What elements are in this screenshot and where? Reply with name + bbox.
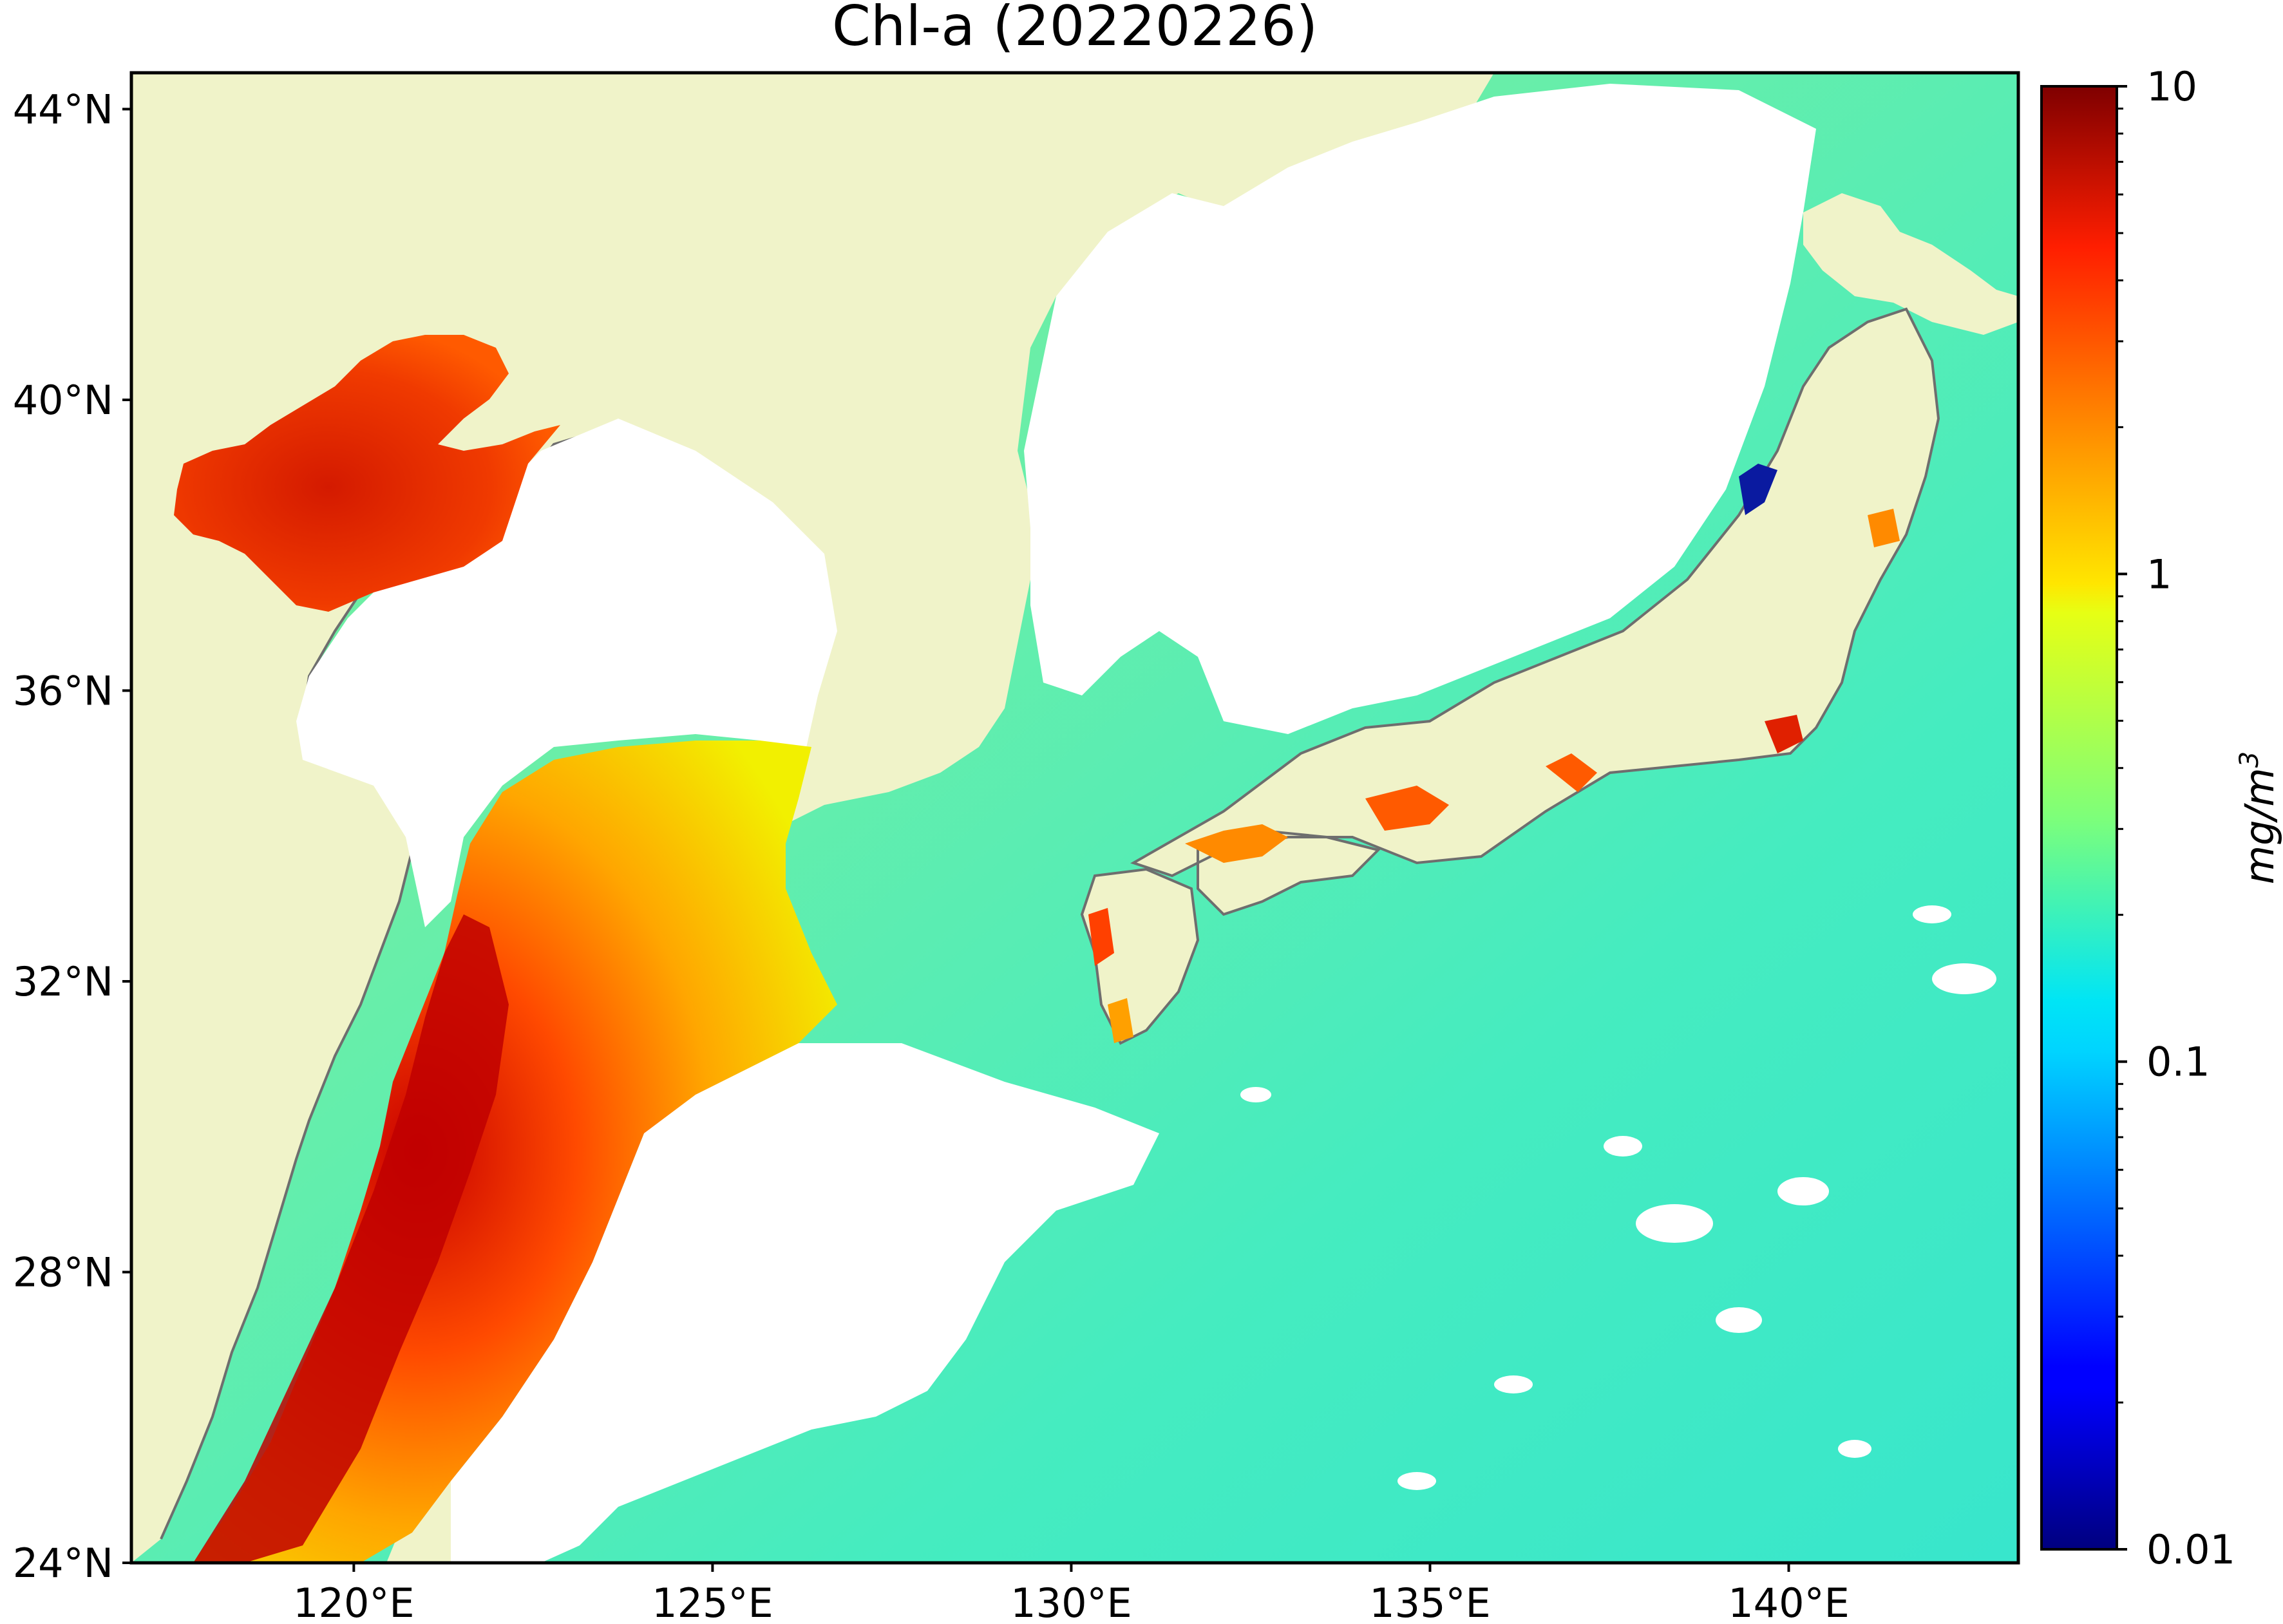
china-coast-high-chl-fringe xyxy=(193,914,509,1563)
bohai-sea-high-chl xyxy=(174,335,560,612)
lat-tick-label: 36°N xyxy=(13,667,113,714)
land-japan-hokkaido xyxy=(1803,193,2018,335)
no-data-area-east-china-sea xyxy=(451,1043,1159,1563)
colorbar-tick-label: 0.01 xyxy=(2146,1526,2235,1573)
lat-tick-label: 28°N xyxy=(13,1249,113,1296)
lon-tick-label: 135°E xyxy=(1369,1580,1491,1624)
colorbar-tick-label: 0.1 xyxy=(2146,1039,2210,1086)
longitude-axis: 120°E 125°E 130°E 135°E 140°E xyxy=(293,1563,1850,1624)
lat-tick-label: 44°N xyxy=(13,86,113,133)
latitude-axis: 44°N 40°N 36°N 32°N 28°N 24°N xyxy=(13,86,131,1587)
hokkaido-coast-low-chl xyxy=(1739,464,1777,515)
land-mainland xyxy=(131,73,1494,1563)
land-japan-honshu xyxy=(1133,309,1938,876)
land-japan-kyushu xyxy=(1082,869,1198,1043)
colorbar-label-unit: mg/m xyxy=(2236,768,2283,884)
colorbar: 10 1 0.1 0.01 mg/m3 xyxy=(2040,63,2283,1573)
lat-tick-label: 24°N xyxy=(13,1540,113,1587)
colorbar-tick-label: 10 xyxy=(2146,63,2197,110)
colorbar-ticks: 10 1 0.1 0.01 xyxy=(2117,63,2235,1573)
lat-tick-label: 32°N xyxy=(13,958,113,1005)
no-data-area-yellow-sea xyxy=(296,419,837,927)
lon-tick-label: 125°E xyxy=(652,1580,773,1624)
lat-tick-label: 40°N xyxy=(13,377,113,424)
lon-tick-label: 140°E xyxy=(1728,1580,1850,1624)
chart-title: Chl-a (20220226) xyxy=(832,0,1318,59)
lon-tick-label: 120°E xyxy=(293,1580,415,1624)
map-frame xyxy=(129,71,2020,1565)
scattered-cloud-patches xyxy=(1240,905,1996,1490)
colorbar-label: mg/m3 xyxy=(2235,751,2283,885)
lon-tick-label: 130°E xyxy=(1010,1580,1132,1624)
no-data-area-korea-sea-of-japan xyxy=(1024,84,1816,734)
colorbar-tick-label: 1 xyxy=(2146,551,2172,598)
japan-coastal-high-chl xyxy=(1088,509,1900,1043)
colorbar-label-exponent: 3 xyxy=(2235,751,2264,768)
colorbar-gradient xyxy=(2040,85,2118,1551)
map-panel xyxy=(131,73,2018,1563)
